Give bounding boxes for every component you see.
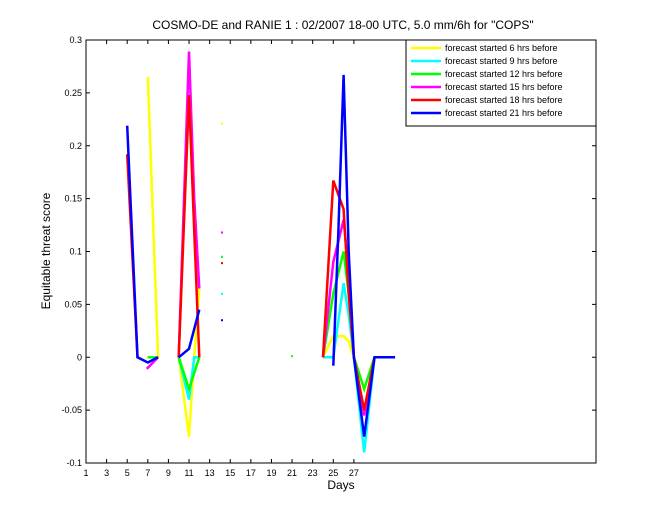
x-tick-label: 15: [225, 468, 235, 478]
x-tick-label: 5: [125, 468, 130, 478]
series-point: [221, 319, 223, 322]
series-line: [321, 180, 376, 411]
y-axis-title: Equitable threat score: [39, 192, 53, 309]
x-tick-label: 21: [287, 468, 297, 478]
x-tick-label: 1: [83, 468, 88, 478]
legend: forecast started 6 hrs before forecast st…: [405, 39, 597, 127]
y-tick-label: -0.05: [61, 405, 82, 415]
legend-label: forecast started 18 hrs before: [445, 95, 563, 105]
series-point: [221, 122, 223, 125]
y-tick-label: 0.1: [69, 247, 82, 257]
series-6: [125, 74, 396, 437]
series-point: [221, 292, 223, 295]
x-tick-label: 27: [349, 468, 359, 478]
x-tick-label: 17: [246, 468, 256, 478]
axis-ticks: 1 3 5 7 9 11 13 15 17 19 21 23 25 27-0.1-0.0500.050.1…: [61, 35, 596, 478]
series-line: [177, 309, 201, 359]
y-tick-label: 0.3: [69, 35, 82, 45]
x-tick-label: 19: [266, 468, 276, 478]
legend-label: forecast started 21 hrs before: [445, 108, 563, 118]
series-line: [146, 76, 160, 358]
series-point: [291, 355, 294, 358]
x-axis-title: Days: [327, 478, 354, 492]
series-point: [221, 255, 223, 258]
y-tick-label: -0.1: [66, 458, 82, 468]
x-tick-label: 9: [166, 468, 171, 478]
x-tick-label: 3: [104, 468, 109, 478]
series-line: [125, 125, 159, 364]
series-point: [221, 262, 223, 265]
y-tick-label: 0: [77, 352, 82, 362]
series-line: [177, 356, 201, 394]
series-line: [332, 74, 396, 437]
legend-label: forecast started 15 hrs before: [445, 82, 563, 92]
x-tick-label: 13: [205, 468, 215, 478]
x-tick-label: 11: [184, 468, 193, 478]
legend-label: forecast started 12 hrs before: [445, 69, 563, 79]
plot-series: [125, 51, 396, 453]
x-tick-label: 23: [308, 468, 318, 478]
x-tick-label: 25: [328, 468, 338, 478]
y-tick-label: 0.2: [69, 141, 82, 151]
y-tick-label: 0.05: [64, 299, 82, 309]
x-tick-label: 7: [145, 468, 150, 478]
series-point: [221, 231, 223, 234]
legend-label: forecast started 9 hrs before: [445, 56, 558, 66]
chart-title: COSMO-DE and RANIE 1 : 02/2007 18-00 UTC…: [152, 18, 533, 32]
y-tick-label: 0.25: [64, 88, 82, 98]
series-line: [177, 94, 201, 358]
legend-box: [405, 39, 597, 127]
legend-label: forecast started 6 hrs before: [445, 43, 558, 53]
y-tick-label: 0.15: [64, 194, 82, 204]
